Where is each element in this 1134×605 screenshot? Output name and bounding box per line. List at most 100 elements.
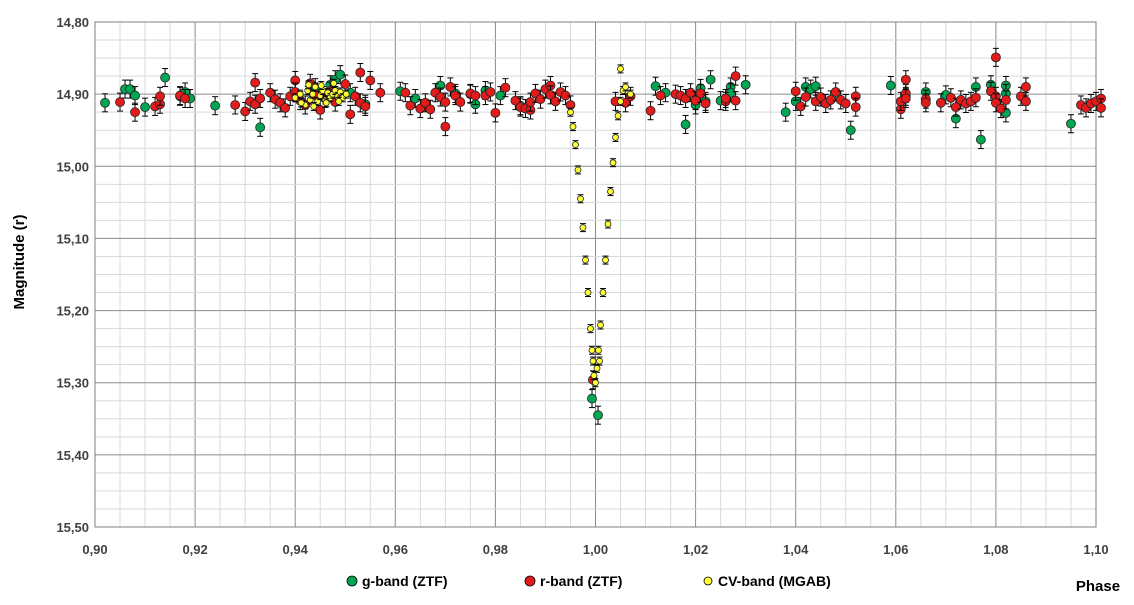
point-cv-band — [596, 357, 603, 365]
point-cv-band — [574, 166, 582, 174]
point-cv-band — [587, 325, 594, 333]
point-g-band — [140, 102, 150, 113]
point-cv-band — [589, 357, 597, 365]
x-tick-label: 0,98 — [483, 542, 508, 557]
y-tick-label: 15,40 — [56, 448, 89, 463]
point-r-band — [695, 88, 706, 99]
point-r-band — [655, 90, 666, 101]
x-tick-label: 0,90 — [82, 542, 107, 557]
x-tick-label: 1,06 — [883, 542, 908, 557]
point-g-band — [130, 90, 140, 101]
y-tick-label: 14,80 — [56, 15, 89, 30]
point-r-band — [240, 106, 251, 117]
point-r-band — [970, 92, 981, 103]
point-g-band — [885, 80, 896, 91]
x-tick-label: 0,94 — [283, 542, 309, 557]
point-r-band — [365, 75, 376, 86]
point-cv-band — [593, 364, 601, 372]
point-r-band — [250, 77, 261, 88]
legend-label-g-band: g-band (ZTF) — [362, 573, 448, 589]
point-g-band — [210, 100, 221, 111]
point-r-band — [280, 102, 291, 113]
point-cv-band — [588, 346, 596, 354]
point-cv-band — [595, 346, 602, 354]
point-g-band — [255, 122, 266, 133]
point-cv-band — [609, 159, 617, 167]
point-r-band — [485, 87, 496, 97]
point-r-band — [500, 82, 511, 93]
y-tick-label: 15,10 — [56, 231, 89, 246]
point-r-band — [920, 97, 931, 108]
point-cv-band — [597, 321, 604, 329]
point-r-band — [991, 52, 1001, 63]
x-tick-label: 1,08 — [983, 542, 1008, 557]
point-r-band — [1001, 95, 1011, 105]
point-r-band — [440, 121, 451, 132]
point-g-band — [160, 72, 170, 83]
point-g-band — [780, 107, 791, 118]
point-cv-band — [617, 65, 624, 73]
point-cv-band — [577, 195, 584, 203]
point-r-band — [490, 108, 501, 118]
point-r-band — [730, 95, 741, 106]
point-r-band — [155, 91, 165, 102]
point-cv-band — [582, 256, 589, 264]
point-g-band — [100, 97, 110, 108]
point-r-band — [1021, 82, 1031, 92]
legend-marker-cv-band — [703, 576, 713, 586]
point-cv-band — [584, 289, 592, 296]
y-tick-label: 15,20 — [56, 304, 89, 319]
y-tick-labels: 14,80 14,90 15,00 15,10 15,20 15,30 15,40 15,50 — [56, 15, 89, 535]
point-r-band — [1021, 96, 1031, 107]
point-g-band — [810, 81, 821, 92]
x-tick-label: 1,00 — [583, 542, 608, 557]
point-r-band — [230, 100, 241, 110]
data-points — [100, 47, 1106, 425]
point-r-band — [850, 102, 861, 113]
point-g-band — [975, 134, 986, 145]
point-r-band — [825, 95, 836, 105]
point-cv-band — [602, 256, 609, 264]
point-r-band — [340, 79, 351, 89]
point-g-band — [705, 74, 716, 85]
point-r-band — [800, 92, 811, 102]
point-cv-band — [607, 188, 614, 195]
point-cv-band — [617, 97, 624, 105]
point-g-band — [593, 410, 603, 421]
point-r-band — [645, 105, 656, 116]
y-tick-label: 15,50 — [56, 520, 89, 535]
point-r-band — [830, 87, 841, 97]
point-g-band — [587, 393, 597, 404]
x-tick-labels: 0,90 0,92 0,94 0,96 0,98 1,00 1,02 1,04 1,06 1,08… — [82, 542, 1108, 557]
point-r-band — [900, 93, 911, 104]
point-r-band — [720, 93, 731, 104]
point-cv-band — [614, 112, 622, 120]
point-r-band — [355, 67, 366, 78]
point-cv-band — [322, 99, 330, 107]
point-r-band — [535, 94, 546, 105]
x-tick-label: 1,10 — [1083, 542, 1108, 557]
point-g-band — [680, 119, 691, 130]
point-cv-band — [599, 289, 607, 296]
point-r-band — [180, 93, 190, 104]
point-cv-band — [572, 141, 579, 149]
point-cv-band — [317, 82, 325, 89]
point-r-band — [440, 97, 451, 107]
point-cv-band — [296, 90, 304, 98]
x-tick-label: 1,04 — [783, 542, 809, 557]
point-r-band — [405, 100, 416, 111]
point-cv-band — [342, 90, 350, 98]
point-r-band — [840, 98, 851, 109]
legend-label-cv-band: CV-band (MGAB) — [718, 573, 831, 589]
point-r-band — [115, 97, 125, 107]
point-r-band — [1096, 102, 1106, 113]
point-r-band — [425, 104, 436, 115]
point-r-band — [685, 87, 696, 98]
point-g-band — [1066, 118, 1076, 129]
x-tick-label: 1,02 — [683, 542, 708, 557]
point-r-band — [700, 98, 711, 109]
point-r-band — [345, 109, 356, 120]
y-tick-label: 15,00 — [56, 159, 89, 174]
legend-marker-r-band — [524, 575, 536, 587]
